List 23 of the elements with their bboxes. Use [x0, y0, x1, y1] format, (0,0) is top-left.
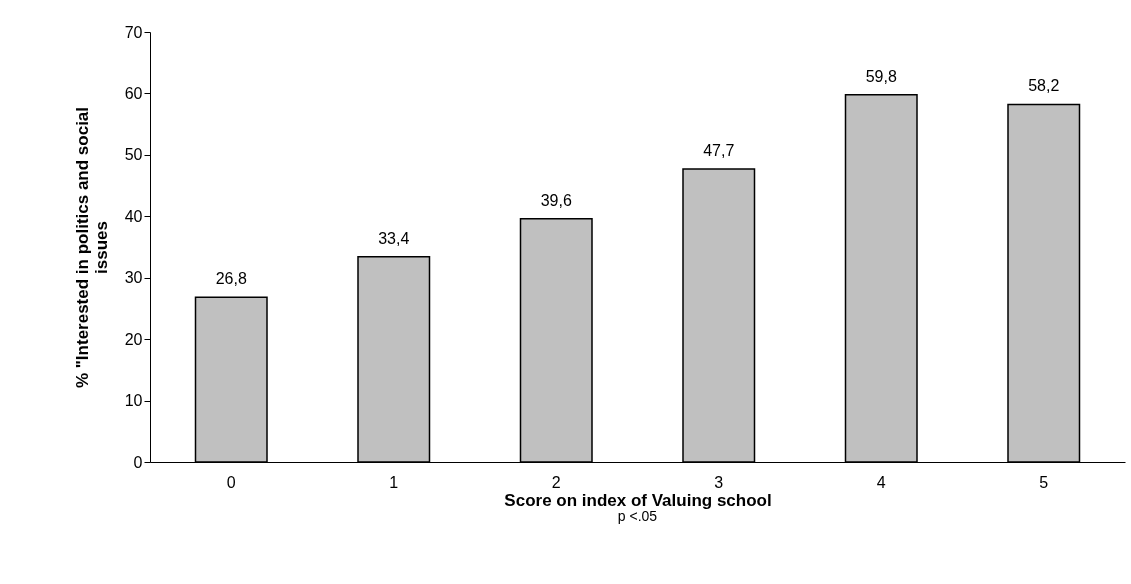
y-tick-label: 30 [124, 269, 143, 287]
data-label: 59,8 [865, 67, 897, 85]
text: p <.05 [617, 508, 658, 524]
y-tick-label: 20 [124, 330, 143, 348]
x-tick-label: 4 [876, 473, 886, 491]
data-label: 26,8 [215, 270, 247, 288]
x-tick-label: 0 [226, 473, 236, 491]
x-tick-label: 2 [551, 473, 561, 491]
y-tick-label: 70 [124, 23, 143, 41]
x-tick-label: 3 [714, 473, 724, 491]
data-label: 47,7 [703, 141, 735, 159]
y-tick-label: 10 [124, 392, 143, 410]
x-tick-label: 1 [389, 473, 399, 491]
y-tick-label: 0 [133, 453, 143, 471]
data-label: 39,6 [540, 191, 572, 209]
x-axis-title: Score on index of Valuing school [504, 490, 772, 510]
y-axis-title: % "Interested in politics and social issues [72, 106, 111, 389]
data-label: 33,4 [378, 229, 410, 247]
y-tick-label: 40 [124, 207, 143, 225]
data-label: 58,2 [1028, 77, 1060, 95]
y-tick-label: 50 [124, 146, 143, 164]
y-tick-label: 60 [124, 84, 143, 102]
x-tick-label: 5 [1039, 473, 1049, 491]
